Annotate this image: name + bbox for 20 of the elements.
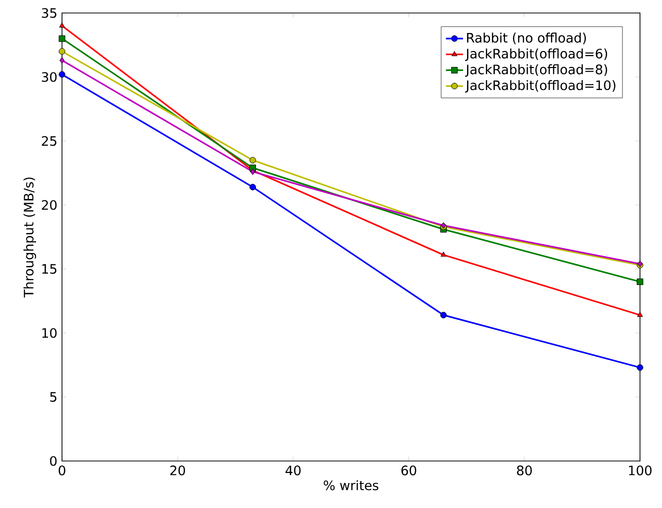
- x-tick-label: 60: [401, 466, 416, 476]
- legend-label: Rabbit (no offload): [467, 32, 586, 44]
- y-tick-label: 20: [42, 200, 57, 210]
- x-tick-label: 40: [286, 466, 301, 476]
- legend-label: JackRabbit(offload=6): [465, 48, 608, 61]
- legend-label: JackRabbit(offload=10): [465, 80, 616, 93]
- y-tick-label: 30: [42, 72, 57, 82]
- x-tick-label: 100: [629, 466, 652, 476]
- x-tick-label: 20: [170, 466, 186, 476]
- y-tick-label: 15: [42, 264, 56, 274]
- y-tick-label: 10: [42, 328, 57, 338]
- x-axis-title: % writes: [324, 480, 378, 490]
- y-axis-title: Throughput (MB/s): [23, 178, 36, 298]
- x-tick-label: 80: [517, 466, 532, 476]
- x-tick-label: 0: [58, 466, 66, 476]
- y-tick-label: 25: [42, 136, 56, 146]
- y-tick-label: 0: [50, 456, 57, 466]
- y-tick-label: 35: [42, 8, 56, 18]
- y-tick-label: 5: [50, 392, 56, 402]
- legend-label: JackRabbit(offload=8): [465, 64, 608, 77]
